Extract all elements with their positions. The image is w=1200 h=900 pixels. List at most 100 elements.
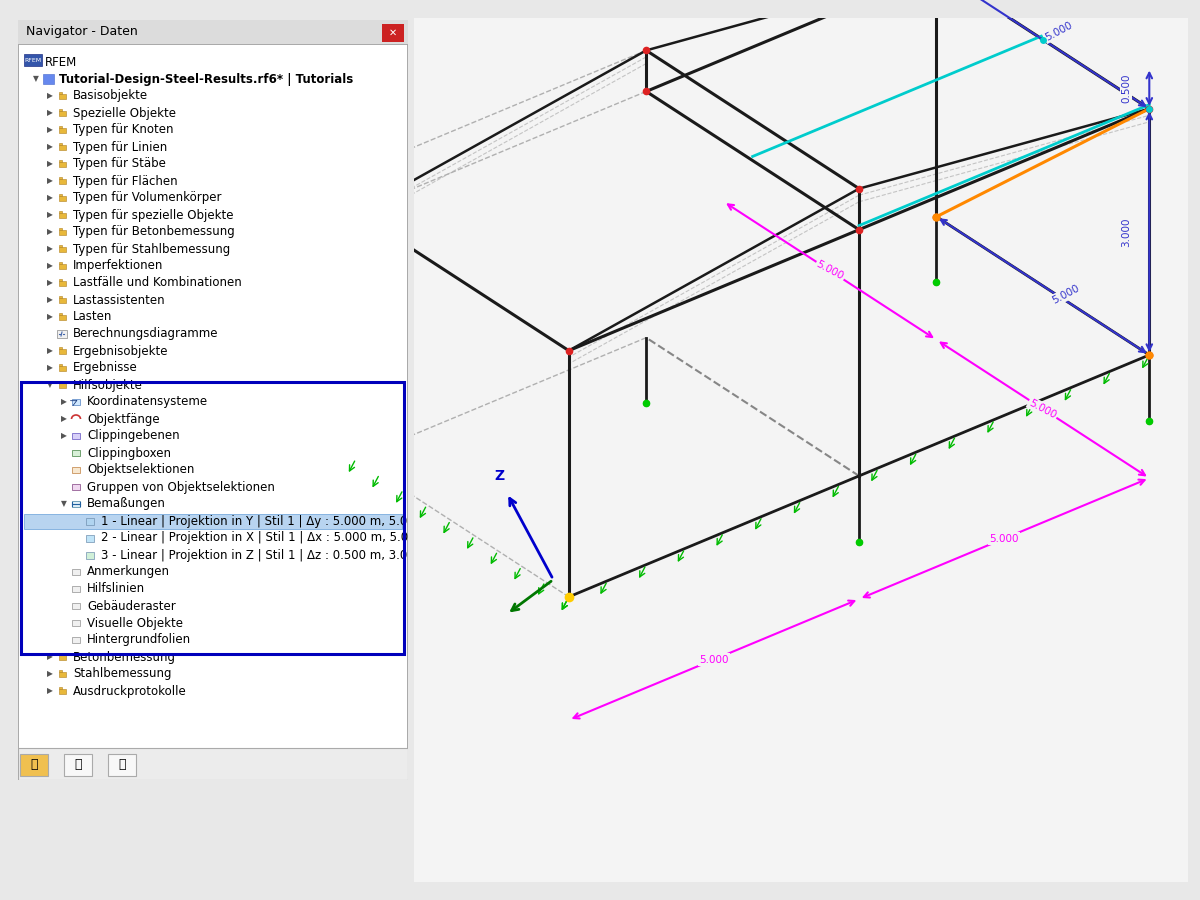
Bar — [22, 382, 404, 654]
Bar — [59, 263, 61, 264]
Bar — [59, 229, 61, 230]
Bar — [59, 110, 61, 111]
Bar — [108, 754, 136, 776]
Text: Typen für Volumenkörper: Typen für Volumenkörper — [73, 192, 222, 204]
Bar — [64, 754, 92, 776]
Text: ▶: ▶ — [47, 211, 53, 220]
Bar — [59, 126, 61, 128]
Text: Gruppen von Objektselektionen: Gruppen von Objektselektionen — [88, 481, 275, 493]
Text: Z: Z — [494, 469, 504, 483]
Bar — [72, 450, 80, 455]
Text: Ergebnisse: Ergebnisse — [73, 362, 138, 374]
Text: Hilfslinien: Hilfslinien — [88, 582, 145, 596]
Text: 🎬: 🎬 — [119, 759, 126, 771]
Text: RFEM: RFEM — [24, 58, 42, 62]
Bar — [18, 44, 408, 45]
Bar — [59, 366, 66, 371]
Text: ▼: ▼ — [34, 75, 38, 84]
Bar — [59, 298, 66, 303]
Bar — [59, 94, 66, 99]
Text: Objektselektionen: Objektselektionen — [88, 464, 194, 476]
Text: ▶: ▶ — [61, 415, 67, 424]
Bar — [72, 400, 80, 405]
Text: Lastfälle und Kombinationen: Lastfälle und Kombinationen — [73, 276, 241, 290]
Text: ▶: ▶ — [61, 431, 67, 440]
Text: 5.000: 5.000 — [815, 259, 845, 282]
Text: Stahlbemessung: Stahlbemessung — [73, 668, 172, 680]
Bar — [59, 688, 66, 694]
Text: Basisobjekte: Basisobjekte — [73, 89, 148, 103]
Text: Koordinatensysteme: Koordinatensysteme — [88, 395, 208, 409]
Bar — [382, 24, 404, 42]
Text: Anmerkungen: Anmerkungen — [88, 565, 170, 579]
Text: ▶: ▶ — [47, 364, 53, 373]
Text: ▶: ▶ — [47, 159, 53, 168]
Bar — [59, 143, 61, 145]
Text: ▶: ▶ — [47, 312, 53, 321]
Bar — [59, 177, 61, 179]
Bar — [59, 160, 61, 162]
Bar — [59, 145, 66, 150]
Bar — [59, 313, 61, 315]
Bar — [59, 315, 66, 320]
Bar — [86, 535, 94, 542]
Bar — [59, 93, 61, 94]
Text: ▶: ▶ — [47, 194, 53, 202]
Bar — [59, 281, 66, 286]
Text: 5.000: 5.000 — [700, 654, 728, 664]
Text: 0.500: 0.500 — [1121, 74, 1132, 103]
Text: ▶: ▶ — [47, 262, 53, 271]
Text: ▶: ▶ — [47, 687, 53, 696]
Text: ▶: ▶ — [47, 142, 53, 151]
Text: ▶: ▶ — [47, 670, 53, 679]
Bar — [18, 748, 408, 749]
Text: Tutorial-Design-Steel-Results.rf6* | Tutorials: Tutorial-Design-Steel-Results.rf6* | Tut… — [59, 73, 353, 86]
Bar — [72, 467, 80, 472]
Text: ▶: ▶ — [47, 228, 53, 237]
Bar — [59, 230, 66, 235]
Text: 5.000: 5.000 — [1051, 284, 1081, 306]
Bar — [72, 586, 80, 592]
Bar — [59, 111, 66, 116]
Text: 3 - Linear | Projektion in Z | Stil 1 | Δz : 0.500 m, 3.000 m: 3 - Linear | Projektion in Z | Stil 1 | … — [101, 548, 437, 562]
Bar — [59, 670, 61, 672]
Text: Lasten: Lasten — [73, 310, 113, 323]
Text: 5.000: 5.000 — [1043, 20, 1074, 42]
Bar — [24, 54, 42, 66]
Text: ▶: ▶ — [47, 92, 53, 101]
Text: 👁: 👁 — [74, 759, 82, 771]
Text: Hilfsobjekte: Hilfsobjekte — [73, 379, 143, 392]
Text: 5.000: 5.000 — [1027, 398, 1058, 420]
Text: Berechnungsdiagramme: Berechnungsdiagramme — [73, 328, 218, 340]
Text: Clippingebenen: Clippingebenen — [88, 429, 180, 443]
Text: ▶: ▶ — [47, 109, 53, 118]
Text: Typen für Linien: Typen für Linien — [73, 140, 167, 154]
Text: 1 - Linear | Projektion in Y | Stil 1 | Δy : 5.000 m, 5.000 m: 1 - Linear | Projektion in Y | Stil 1 | … — [101, 515, 437, 527]
Text: ▼: ▼ — [47, 381, 53, 390]
Bar — [59, 264, 66, 269]
Text: 📁: 📁 — [30, 759, 37, 771]
Bar — [59, 349, 66, 354]
Bar — [18, 20, 408, 44]
Text: Hintergrundfolien: Hintergrundfolien — [88, 634, 191, 646]
Bar — [72, 484, 80, 490]
Text: 2 - Linear | Projektion in X | Stil 1 | Δx : 5.000 m, 5.000 m: 2 - Linear | Projektion in X | Stil 1 | … — [101, 532, 438, 544]
Bar — [59, 347, 61, 349]
Text: ✕: ✕ — [389, 28, 397, 38]
Bar — [59, 296, 61, 298]
Bar — [59, 212, 61, 213]
Text: ▶: ▶ — [61, 398, 67, 407]
Bar — [72, 637, 80, 643]
Bar — [43, 74, 54, 84]
Bar — [59, 196, 66, 201]
Text: Typen für Flächen: Typen für Flächen — [73, 175, 178, 187]
Bar — [72, 501, 80, 507]
Bar — [24, 514, 402, 529]
Bar — [59, 364, 61, 366]
Text: Visuelle Objekte: Visuelle Objekte — [88, 616, 182, 629]
Text: Ergebnisobjekte: Ergebnisobjekte — [73, 345, 168, 357]
Text: Typen für Stäbe: Typen für Stäbe — [73, 158, 166, 170]
Text: ▶: ▶ — [47, 295, 53, 304]
Text: ▶: ▶ — [47, 278, 53, 287]
Bar — [18, 748, 408, 780]
